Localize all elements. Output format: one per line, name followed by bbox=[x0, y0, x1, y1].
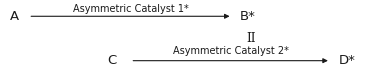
Text: A: A bbox=[9, 10, 19, 23]
Text: D*: D* bbox=[338, 54, 355, 67]
Text: Asymmetric Catalyst 1*: Asymmetric Catalyst 1* bbox=[73, 4, 188, 14]
Text: Asymmetric Catalyst 2*: Asymmetric Catalyst 2* bbox=[173, 46, 288, 56]
Text: C: C bbox=[108, 54, 117, 67]
Text: B*: B* bbox=[240, 10, 256, 23]
Text: II: II bbox=[246, 32, 256, 45]
